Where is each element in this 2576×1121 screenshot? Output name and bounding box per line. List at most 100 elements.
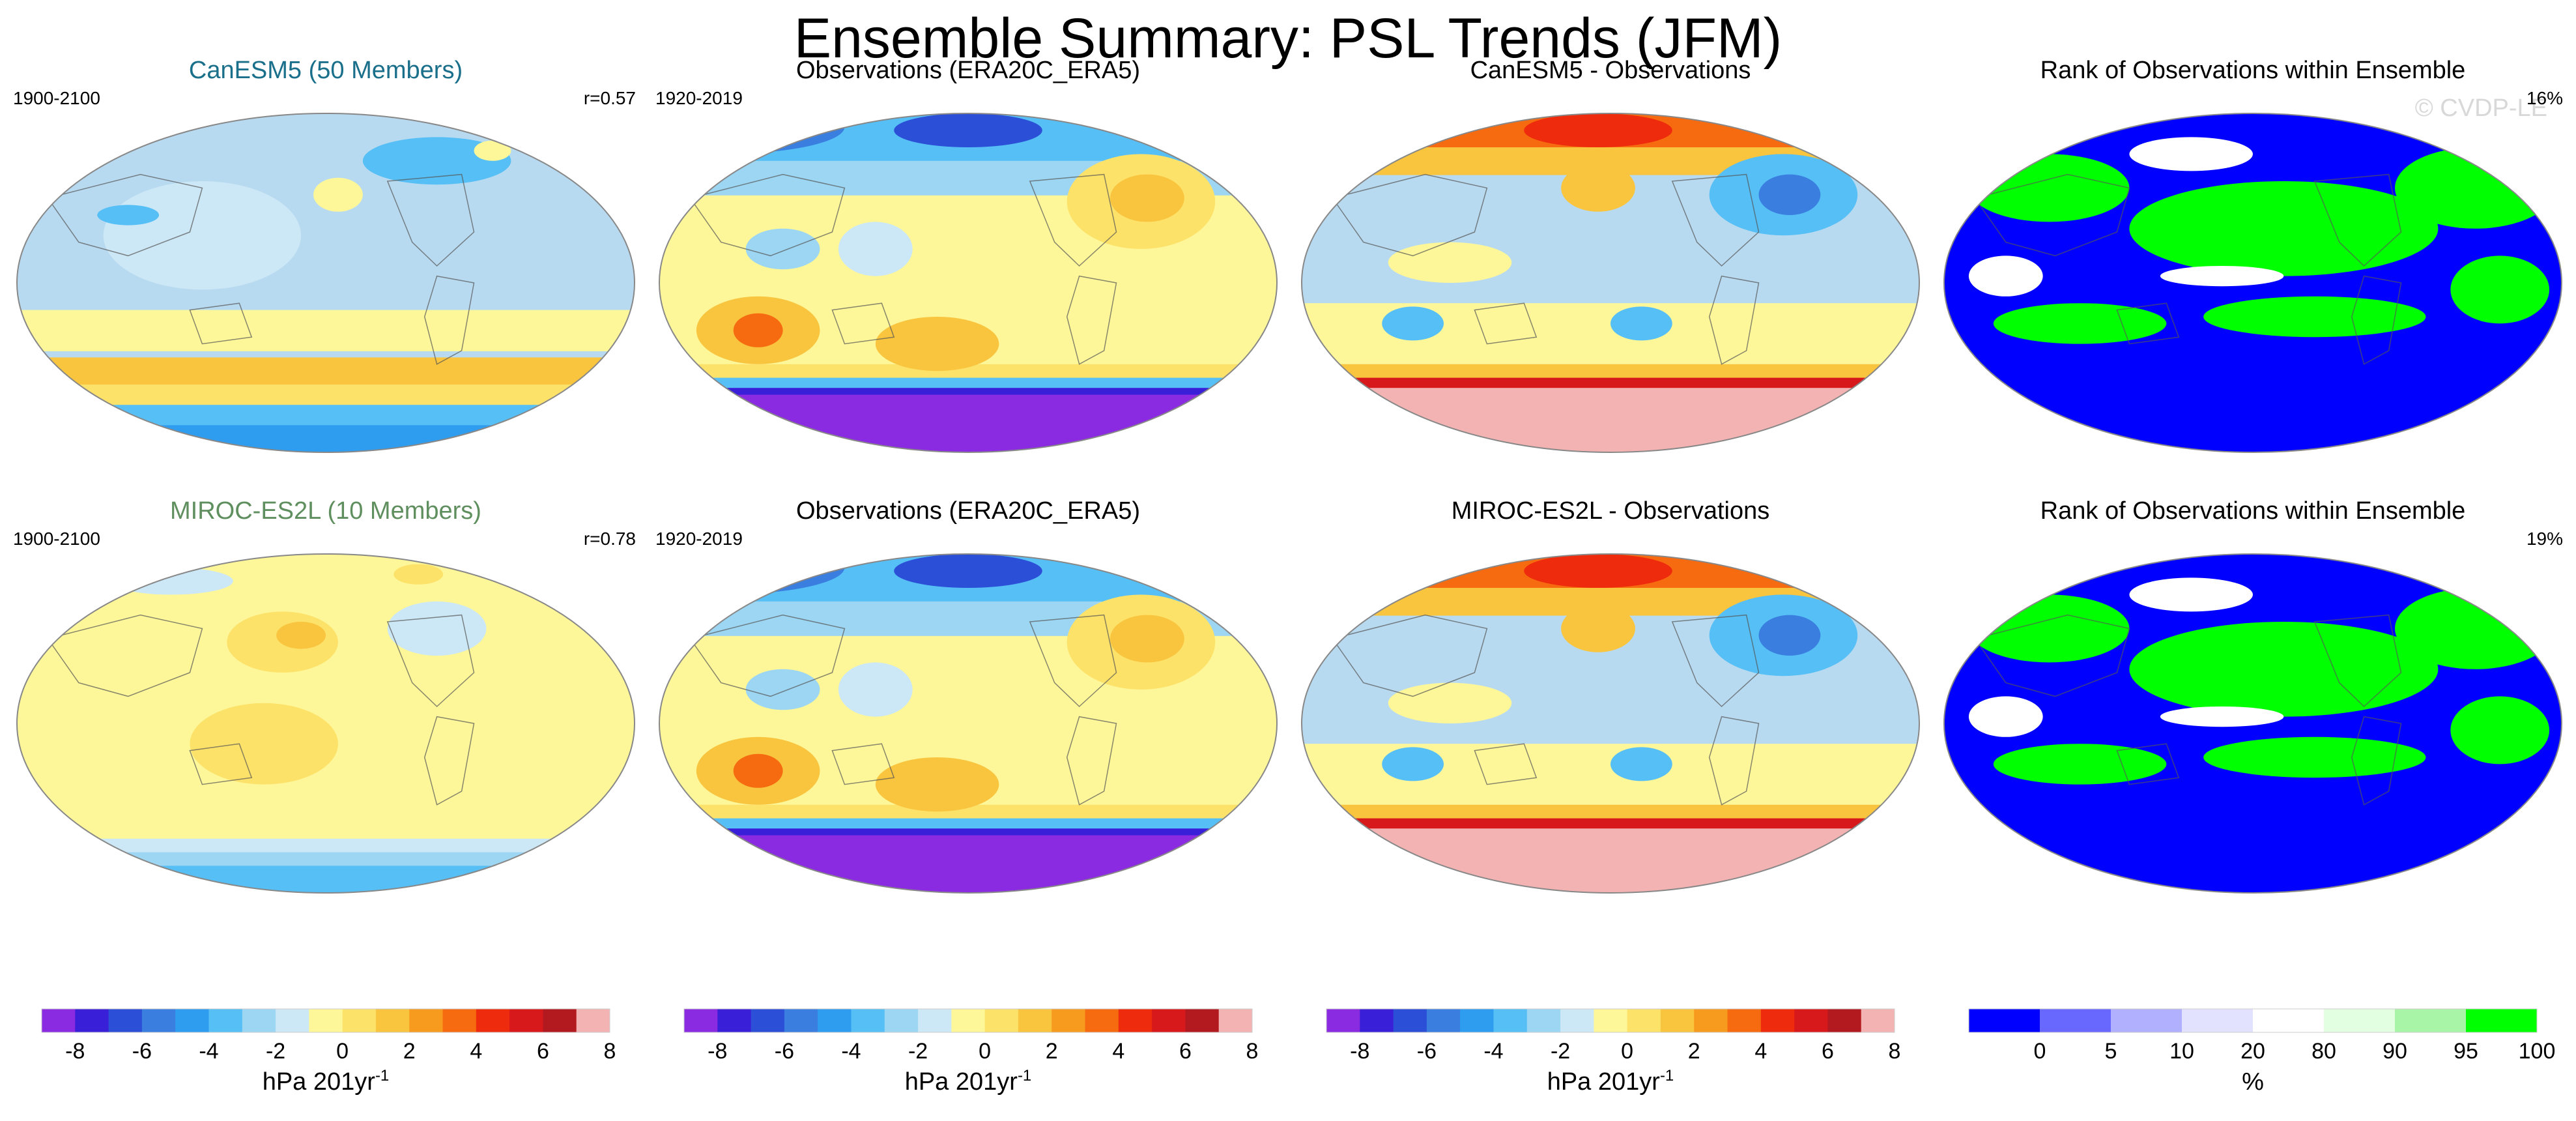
contour-region bbox=[1968, 154, 2130, 222]
map-field bbox=[1944, 113, 2562, 452]
contour-region bbox=[1968, 594, 2130, 663]
colorbar-swatch bbox=[543, 1009, 577, 1032]
colorbar-tick-label: 8 bbox=[1889, 1039, 1901, 1064]
coastline bbox=[1671, 173, 1760, 267]
map-outline bbox=[1943, 113, 2562, 453]
contour-region bbox=[1382, 306, 1444, 341]
units-superscript: -1 bbox=[1018, 1067, 1031, 1085]
contour-region bbox=[1561, 605, 1635, 652]
contour-region bbox=[1993, 303, 2167, 344]
contour-band bbox=[1302, 388, 1919, 452]
colorbar-swatch bbox=[1326, 1009, 1360, 1032]
contour-region bbox=[387, 601, 487, 656]
colorbar-tick-label: -4 bbox=[199, 1039, 218, 1064]
colorbar-tick-label: 6 bbox=[537, 1039, 549, 1064]
panel-title: Rank of Observations within Ensemble bbox=[2040, 57, 2466, 84]
colorbar-tick-label: 100 bbox=[2519, 1039, 2556, 1064]
colorbar-tick-label: 0 bbox=[1621, 1039, 1633, 1064]
colorbar-swatch bbox=[375, 1009, 410, 1032]
map-panel-1: CanESM5 (50 Members) 1900-2100 r=0.57 bbox=[13, 57, 636, 453]
panel-title: Rank of Observations within Ensemble bbox=[2040, 497, 2466, 525]
stat-label: 16% bbox=[2526, 88, 2563, 108]
contour-region bbox=[1388, 682, 1512, 724]
map-field bbox=[1302, 554, 1919, 893]
coastline bbox=[2116, 743, 2180, 785]
stat-label: r=0.57 bbox=[584, 88, 636, 108]
contour-region bbox=[894, 113, 1042, 147]
colorbar-tick-label: 4 bbox=[1112, 1039, 1124, 1064]
colorbar-tick-label: 80 bbox=[2311, 1039, 2336, 1064]
units-text: % bbox=[2242, 1068, 2264, 1096]
colorbar-swatch bbox=[141, 1009, 176, 1032]
contour-region bbox=[2203, 736, 2426, 778]
map-panel-3: CanESM5 - Observations bbox=[1301, 57, 1920, 453]
contour-band bbox=[659, 388, 1277, 396]
colorbar-2: -8 -6 -4 -2 0 2 4 6 8 hPa 201yr-1 bbox=[683, 1008, 1259, 1096]
colorbar-swatch bbox=[208, 1009, 243, 1032]
contour-band bbox=[17, 852, 635, 867]
contour-band bbox=[1302, 364, 1919, 379]
coastline bbox=[1474, 302, 1538, 345]
colorbar-swatch bbox=[1085, 1009, 1119, 1032]
colorbar-tick-label: -6 bbox=[1417, 1039, 1437, 1064]
map-outline bbox=[659, 113, 1278, 453]
contour-band bbox=[659, 364, 1277, 379]
contour-band bbox=[17, 838, 635, 853]
contour-region bbox=[1968, 696, 2043, 737]
colorbar-3: -8 -6 -4 -2 0 2 4 6 8 hPa 201yr-1 bbox=[1326, 1008, 1901, 1096]
colorbar-tick-label: 8 bbox=[604, 1039, 616, 1064]
units-superscript: -1 bbox=[1660, 1067, 1674, 1085]
map-field bbox=[659, 554, 1277, 893]
colorbar-swatch bbox=[918, 1009, 952, 1032]
map-panel-6: Observations (ERA20C_ERA5) 1920-2019 bbox=[655, 497, 1278, 894]
contour-region bbox=[2450, 255, 2550, 324]
coastline bbox=[189, 302, 253, 345]
contour-region bbox=[838, 662, 913, 717]
coastline bbox=[2313, 173, 2402, 267]
contour-band bbox=[659, 804, 1277, 819]
contour-region bbox=[2160, 266, 2284, 287]
coastline bbox=[1671, 614, 1760, 708]
contour-region bbox=[2129, 181, 2439, 276]
contour-band bbox=[1302, 377, 1919, 389]
contour-region bbox=[362, 137, 511, 185]
colorbar-swatch bbox=[1185, 1009, 1220, 1032]
colorbar-tick-label: -6 bbox=[132, 1039, 152, 1064]
coastline bbox=[1029, 173, 1117, 267]
contour-band bbox=[17, 357, 635, 385]
coastline bbox=[1474, 743, 1538, 785]
contour-region bbox=[1758, 615, 1821, 656]
contour-region bbox=[745, 669, 820, 710]
colorbar-swatch bbox=[509, 1009, 543, 1032]
colorbar-tick-label: 8 bbox=[1246, 1039, 1259, 1064]
map-field bbox=[1302, 113, 1919, 452]
map-outline bbox=[1301, 113, 1920, 453]
coastline bbox=[386, 614, 475, 708]
colorbar-swatch bbox=[309, 1009, 343, 1032]
colorbar-tick-label: 4 bbox=[1754, 1039, 1767, 1064]
coastline bbox=[1708, 716, 1760, 806]
colorbar-swatch bbox=[1794, 1009, 1828, 1032]
contour-region bbox=[875, 757, 999, 812]
contour-band bbox=[659, 818, 1277, 830]
colorbar-swatch bbox=[851, 1009, 885, 1032]
panel-title: MIROC-ES2L (10 Members) bbox=[170, 497, 481, 525]
contour-region bbox=[2395, 588, 2556, 669]
contour-region bbox=[875, 316, 999, 371]
colorbar-swatch bbox=[684, 1009, 718, 1032]
coastline bbox=[689, 173, 846, 257]
colorbar-tick-label: 4 bbox=[470, 1039, 482, 1064]
colorbar-swatch bbox=[1018, 1009, 1052, 1032]
colorbar-tick-label: -4 bbox=[1483, 1039, 1503, 1064]
map-panel-5: MIROC-ES2L (10 Members) 1900-2100 r=0.78 bbox=[13, 497, 636, 894]
colorbar-swatch bbox=[984, 1009, 1019, 1032]
colorbar-swatch bbox=[2466, 1009, 2538, 1032]
colorbar-swatch bbox=[1627, 1009, 1661, 1032]
colorbar-swatch bbox=[1052, 1009, 1086, 1032]
colorbar-swatch bbox=[784, 1009, 818, 1032]
colorbar-tick-label: 0 bbox=[979, 1039, 991, 1064]
colorbar-swatch bbox=[1827, 1009, 1862, 1032]
contour-band bbox=[1302, 804, 1919, 819]
colorbar-swatch bbox=[409, 1009, 444, 1032]
